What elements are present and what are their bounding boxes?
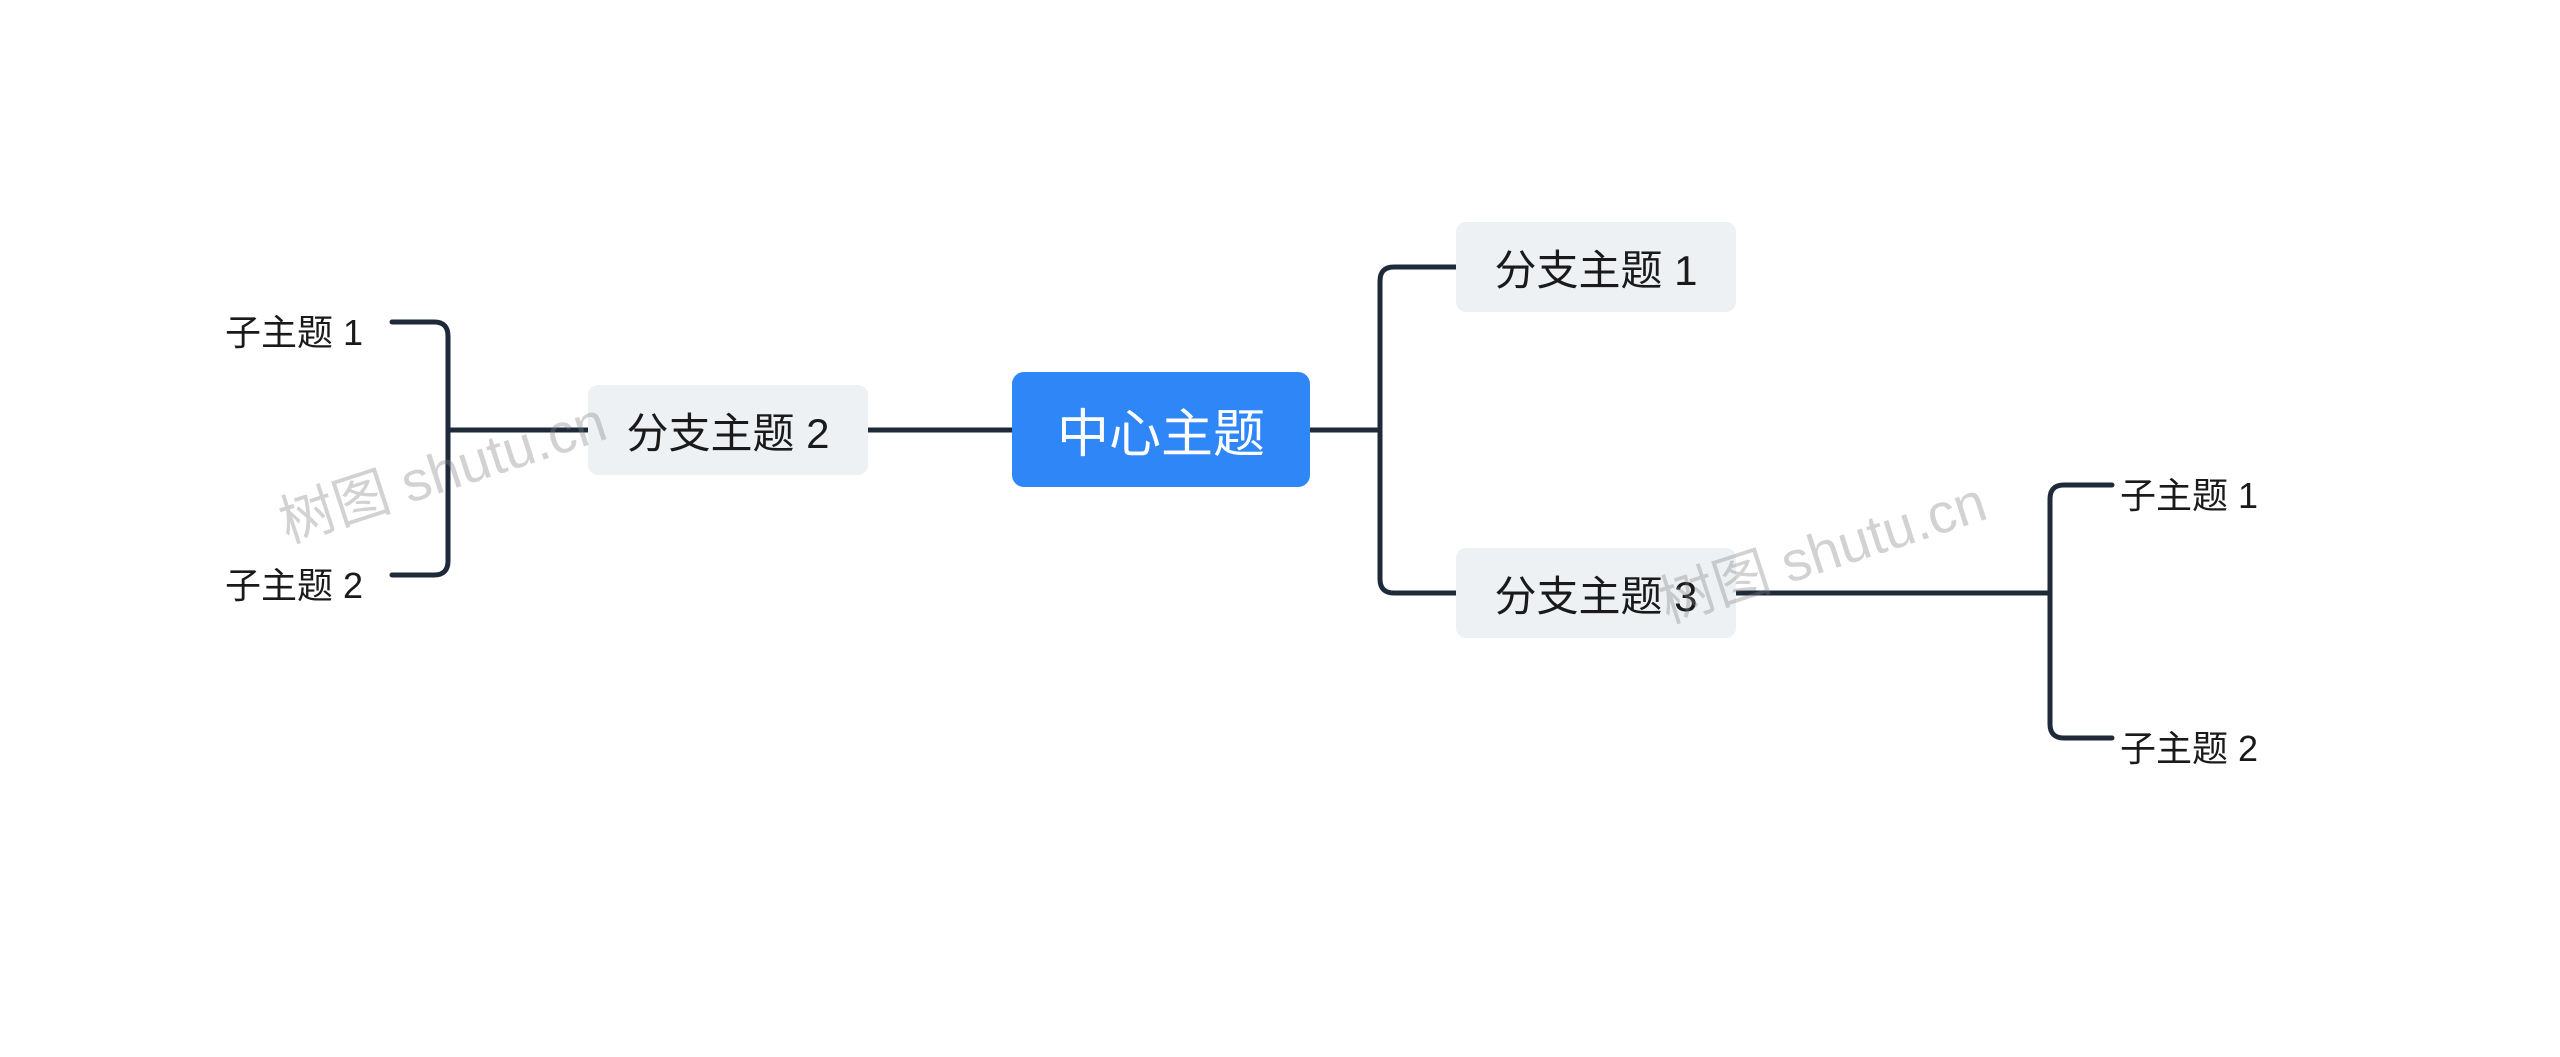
sub-node-branch3-1[interactable]: 子主题 1 [2120,467,2258,519]
connector-central-branch3 [1310,430,1456,593]
connector-central-branch1 [1310,267,1456,430]
mindmap-canvas: 中心主题 分支主题 1 分支主题 3 分支主题 2 子主题 1 子主题 2 子主… [0,0,2560,1057]
connector-branch2-sub2 [392,430,588,575]
branch-node-1[interactable]: 分支主题 1 [1456,222,1736,312]
branch-node-3[interactable]: 分支主题 3 [1456,548,1736,638]
watermark-1: 树图 shutu.cn [267,377,615,559]
central-topic-node[interactable]: 中心主题 [1012,372,1310,487]
sub-node-branch2-2[interactable]: 子主题 2 [225,557,363,609]
connector-branch3-sub2 [1736,593,2112,738]
connectors-layer [0,0,2560,1057]
connector-branch3-sub1 [1736,485,2112,593]
branch-node-2[interactable]: 分支主题 2 [588,385,868,475]
connector-branch2-sub1 [392,322,588,430]
sub-node-branch3-2[interactable]: 子主题 2 [2120,720,2258,772]
sub-node-branch2-1[interactable]: 子主题 1 [225,304,363,356]
